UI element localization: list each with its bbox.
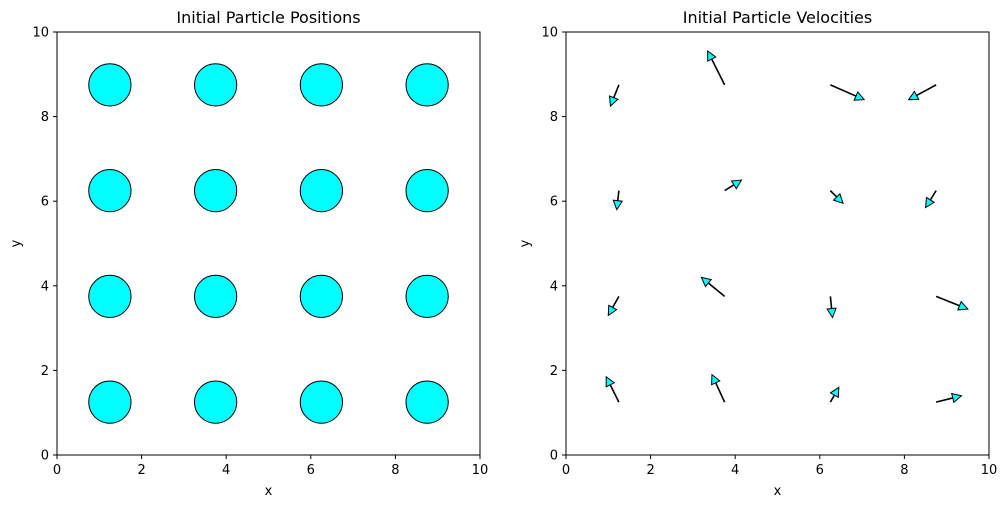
x-tick-label: 4 <box>222 463 230 478</box>
velocity-arrow-head <box>707 50 717 62</box>
particle-marker <box>193 380 238 424</box>
particle-marker <box>405 168 449 213</box>
positions-y-ticks: 0 2 4 6 8 10 <box>32 26 57 464</box>
particle-marker <box>88 63 132 107</box>
velocity-arrow-head <box>612 199 624 211</box>
velocity-arrow-head <box>907 90 920 101</box>
velocities-x-ticks: 0 2 4 6 8 10 <box>562 455 997 478</box>
particle-marker <box>405 380 449 424</box>
x-tick-label: 8 <box>391 463 399 478</box>
x-tick-label: 10 <box>981 463 998 478</box>
velocity-arrow-shaft <box>724 184 735 192</box>
y-tick-label: 6 <box>41 195 49 210</box>
x-tick-label: 10 <box>472 463 489 478</box>
particle-marker <box>299 380 344 424</box>
velocity-arrow-shaft <box>830 84 857 97</box>
x-tick-label: 8 <box>900 463 908 478</box>
y-tick-label: 8 <box>41 110 49 125</box>
y-tick-label: 4 <box>41 279 49 294</box>
velocity-arrow-shaft <box>935 295 960 307</box>
velocities-x-axis-label: x <box>774 484 782 499</box>
y-tick-label: 10 <box>541 26 558 41</box>
x-tick-label: 0 <box>562 463 570 478</box>
velocity-arrow-shaft <box>616 190 620 201</box>
velocity-arrow-shaft <box>829 394 836 403</box>
particle-marker <box>405 63 449 107</box>
y-tick-label: 8 <box>550 110 558 125</box>
particle-marker <box>299 274 344 319</box>
velocity-arrow-shaft <box>929 190 937 201</box>
velocities-y-ticks: 0 2 4 6 8 10 <box>541 26 566 464</box>
velocities-panel: 0 2 4 6 8 10 0 2 4 6 8 10 Initial Particle Velocit… <box>518 8 997 499</box>
particle-marker <box>299 168 344 213</box>
velocity-arrow-shaft <box>611 295 620 308</box>
y-tick-label: 6 <box>550 195 558 210</box>
y-tick-label: 2 <box>550 364 558 379</box>
positions-x-ticks: 0 2 4 6 8 10 <box>53 455 488 478</box>
velocity-arrow-shaft <box>609 384 620 403</box>
particle-marker <box>88 380 132 424</box>
velocity-arrow-head <box>951 392 963 404</box>
particle-marker <box>193 274 238 319</box>
positions-title: Initial Particle Positions <box>176 8 360 27</box>
particle-marker <box>88 274 132 319</box>
positions-y-axis-label: y <box>9 239 24 247</box>
positions-x-axis-label: x <box>265 484 273 499</box>
x-tick-label: 2 <box>646 463 654 478</box>
velocity-arrow-head <box>924 196 936 209</box>
velocity-arrow-head <box>730 179 743 190</box>
particle-marker <box>299 63 344 107</box>
velocity-arrow-shaft <box>829 296 833 309</box>
velocities-title: Initial Particle Velocities <box>683 8 872 27</box>
velocity-arrow-head <box>957 300 969 311</box>
velocity-arrow-shaft <box>707 282 726 297</box>
y-tick-label: 4 <box>550 279 558 294</box>
velocity-arrow-shaft <box>714 382 726 403</box>
positions-axes-frame <box>56 31 481 456</box>
y-tick-label: 10 <box>32 26 49 41</box>
particle-marker <box>193 168 238 213</box>
velocity-arrow-head <box>829 386 840 399</box>
positions-plot-area <box>88 63 449 424</box>
y-tick-label: 0 <box>41 449 49 464</box>
velocity-arrow-head <box>700 276 713 288</box>
positions-panel: 0 2 4 6 8 10 0 2 4 6 8 10 Initial Particle Positio… <box>9 8 488 499</box>
velocities-y-axis-label: y <box>518 239 533 247</box>
velocity-arrow-shaft <box>916 84 937 97</box>
x-tick-label: 2 <box>137 463 145 478</box>
x-tick-label: 0 <box>53 463 61 478</box>
x-tick-label: 4 <box>731 463 739 478</box>
velocities-axes-frame <box>565 31 990 456</box>
velocities-plot-area <box>605 50 969 404</box>
particle-marker <box>88 168 132 213</box>
velocity-arrow-head <box>853 91 866 101</box>
velocity-arrow-shaft <box>613 84 620 98</box>
velocity-arrow-shaft <box>711 58 726 86</box>
velocity-arrow-head <box>826 307 837 319</box>
particle-marker <box>193 63 238 107</box>
velocity-arrow-head <box>711 373 721 386</box>
x-tick-label: 6 <box>816 463 824 478</box>
velocity-arrow-head <box>609 95 619 108</box>
velocity-arrow-head <box>607 304 618 317</box>
velocity-arrow-head <box>832 192 844 205</box>
velocity-arrow-shaft <box>935 397 953 403</box>
y-tick-label: 2 <box>41 364 49 379</box>
particle-marker <box>405 274 449 319</box>
velocity-arrow-shaft <box>829 190 838 198</box>
y-tick-label: 0 <box>550 449 558 464</box>
velocity-arrow-head <box>605 375 616 388</box>
x-tick-label: 6 <box>307 463 315 478</box>
